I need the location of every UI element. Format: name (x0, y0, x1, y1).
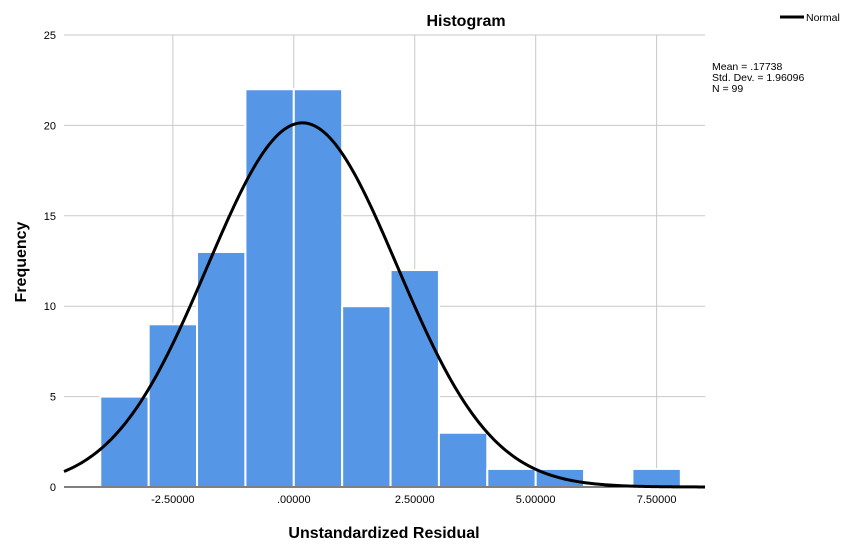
y-tick-label: 25 (44, 30, 56, 42)
histogram-bar (631, 467, 682, 489)
y-tick-label: 5 (50, 392, 56, 404)
legend-label: Normal (806, 12, 840, 24)
x-tick-label: 2.50000 (395, 494, 435, 506)
histogram-bar (389, 269, 440, 489)
stats-line: N = 99 (712, 83, 743, 95)
normal-curve (63, 121, 706, 489)
y-tick-labels: 0 5 10 15 20 25 (44, 30, 56, 494)
x-tick-label: 5.00000 (516, 494, 556, 506)
histogram-bar (147, 323, 199, 488)
histogram-bar (341, 305, 392, 489)
x-tick-label: -2.50000 (151, 494, 194, 506)
y-tick-label: 15 (44, 211, 56, 223)
histogram-bar (244, 88, 295, 489)
y-tick-label: 10 (44, 301, 56, 313)
grid-lines (64, 34, 705, 487)
x-tick-label: 7.50000 (637, 494, 677, 506)
histogram-bar (437, 431, 489, 489)
x-tick-labels: -2.50000 .00000 2.50000 5.00000 7.50000 (151, 494, 676, 506)
histogram-bar (292, 88, 344, 489)
x-axis-title: Unstandardized Residual (288, 525, 479, 542)
stats-line: Std. Dev. = 1.96096 (712, 72, 804, 84)
y-tick-label: 20 (44, 120, 56, 132)
y-axis-title: Frequency (13, 221, 30, 302)
histogram-bar (196, 250, 247, 488)
x-tick-label: .00000 (277, 494, 311, 506)
stats-line: Mean = .17738 (712, 61, 783, 73)
legend: Normal (780, 12, 840, 24)
y-tick-label: 0 (50, 482, 56, 494)
histogram-bar (486, 467, 537, 489)
chart-title: Histogram (426, 13, 505, 30)
histogram-bars (99, 88, 682, 489)
